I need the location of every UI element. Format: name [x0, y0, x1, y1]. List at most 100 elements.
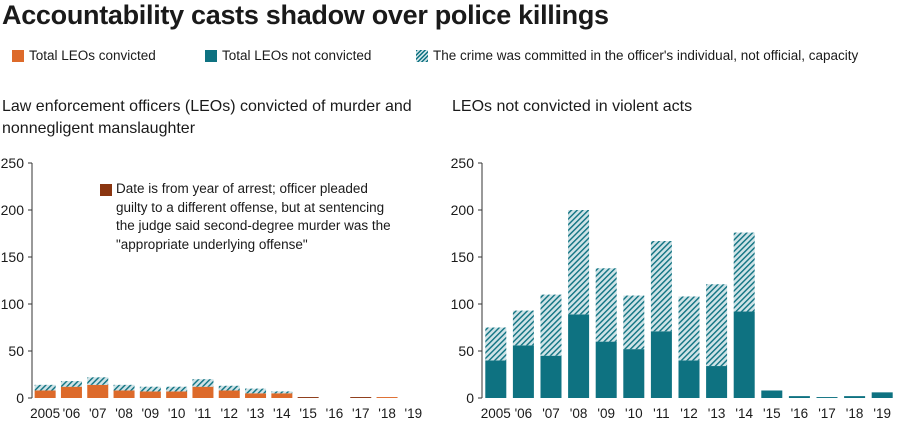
legend-item-convicted: Total LEOs convicted — [12, 48, 156, 63]
right-chart: 0 50 100 150 200 250 2005 '06 '07 '08 '09 '10 '11 '12… — [451, 155, 893, 421]
left-bar-4-series-1 — [139, 386, 161, 392]
legend-label-not-convicted: Total LEOs not convicted — [222, 48, 372, 63]
right-bar-8-series-1 — [706, 284, 728, 367]
left-bar-3-series-0 — [113, 390, 135, 398]
left-chart: 0 50 100 150 200 250 2005'06 '07 '08 '09 '10 '11 '12… — [1, 155, 423, 421]
right-bar-13-series-0 — [844, 396, 866, 398]
left-x-tick-label-5: '10 — [168, 406, 186, 421]
right-bar-3-series-0 — [568, 314, 590, 398]
left-bar-5-series-1 — [166, 386, 188, 392]
right-bar-7-series-1 — [678, 296, 700, 361]
left-bar-4-series-0 — [139, 391, 161, 398]
left-x-tick-label-12: '17 — [352, 406, 370, 421]
right-x-tick-label-3: '08 — [570, 406, 588, 421]
left-y-tick-label-200: 200 — [1, 202, 25, 218]
right-bar-1-series-0 — [512, 345, 534, 398]
right-chart-subtitle-line-1: LEOs not convicted in violent acts — [452, 98, 693, 115]
right-bar-7-series-0 — [678, 360, 700, 398]
left-x-tick-label-3: '08 — [115, 406, 133, 421]
left-x-tick-label-8: '13 — [247, 406, 265, 421]
left-bar-2-series-0 — [87, 384, 109, 398]
left-bar-5-series-0 — [166, 391, 188, 398]
right-bar-1-series-1 — [512, 310, 534, 346]
left-x-tick-label-13: '18 — [378, 406, 396, 421]
left-x-tick-label-4: '09 — [142, 406, 160, 421]
right-bar-2-series-0 — [540, 355, 562, 398]
right-x-tick-label-2: '07 — [542, 406, 560, 421]
right-bar-14-series-0 — [871, 392, 893, 398]
left-x-tick-label-6: '11 — [195, 406, 212, 421]
legend-item-individual: The crime was committed in the officer's… — [416, 48, 858, 63]
left-y-tick-label-0: 0 — [16, 390, 24, 406]
left-bar-3-series-1 — [113, 384, 135, 391]
left-bar-1-series-1 — [60, 381, 82, 387]
right-y-tick-label-0: 0 — [466, 390, 474, 406]
right-x-tick-label-6: '11 — [653, 406, 670, 421]
left-chart-subtitle: Law enforcement officers (LEOs) convicte… — [2, 96, 412, 140]
right-bar-8-series-0 — [706, 366, 728, 398]
left-bar-0-series-0 — [34, 390, 56, 398]
left-bar-10-series-2 — [297, 397, 319, 398]
right-x-tick-label-10: '15 — [763, 406, 781, 421]
left-y-tick-label-50: 50 — [8, 343, 24, 359]
right-bar-10-series-0 — [761, 390, 783, 398]
left-x-tick-label-0: 2005 — [30, 406, 60, 421]
left-bar-6-series-1 — [192, 379, 214, 387]
right-bar-6-series-0 — [650, 331, 672, 398]
right-bar-6-series-1 — [650, 241, 672, 332]
right-x-tick-label-5: '10 — [625, 406, 643, 421]
left-bar-2-series-1 — [87, 377, 109, 385]
legend-label-convicted: Total LEOs convicted — [29, 48, 156, 63]
right-bar-11-series-0 — [788, 396, 810, 398]
right-x-tick-label-13: '18 — [846, 406, 864, 421]
right-x-tick-label-14: '19 — [873, 406, 891, 421]
right-x-tick-label-8: '13 — [708, 406, 726, 421]
right-x-tick-label-1: '06 — [515, 406, 533, 421]
left-x-tick-label-14: '19 — [405, 406, 423, 421]
right-bar-0-series-0 — [485, 360, 507, 398]
right-bar-5-series-0 — [623, 349, 645, 398]
left-bar-0-series-1 — [34, 384, 56, 391]
left-bar-12-series-2 — [350, 397, 372, 398]
left-bar-8-series-0 — [245, 393, 267, 398]
legend-swatch-not-convicted — [205, 49, 217, 62]
left-x-tick-label-9: '14 — [273, 406, 291, 421]
left-bar-9-series-0 — [271, 393, 293, 398]
legend-swatch-convicted — [12, 49, 24, 62]
left-bar-7-series-0 — [218, 390, 240, 398]
chart-title: Accountability casts shadow over police … — [2, 0, 609, 30]
legend-label-individual: The crime was committed in the officer's… — [433, 48, 859, 63]
left-x-tick-label-10: '15 — [299, 406, 317, 421]
left-bar-8-series-1 — [245, 388, 267, 394]
right-bar-9-series-1 — [733, 232, 755, 312]
right-chart-subtitle: LEOs not convicted in violent acts — [452, 96, 692, 118]
left-bar-9-series-1 — [271, 391, 293, 394]
right-y-tick-label-50: 50 — [458, 343, 474, 359]
left-bar-1-series-0 — [60, 386, 82, 398]
annotation-text: Date is from year of arrest; officer ple… — [116, 181, 391, 252]
right-bar-0-series-1 — [485, 327, 507, 361]
left-bar-13-series-0 — [376, 397, 398, 398]
right-x-tick-label-4: '09 — [597, 406, 615, 421]
chart-annotation: Date is from year of arrest; officer ple… — [100, 180, 400, 254]
right-x-tick-label-12: '17 — [818, 406, 836, 421]
right-y-tick-label-100: 100 — [451, 296, 475, 312]
left-y-tick-label-250: 250 — [1, 155, 25, 171]
right-bar-4-series-0 — [595, 341, 617, 398]
right-x-tick-label-9: '14 — [735, 406, 753, 421]
legend-swatch-individual — [416, 49, 428, 62]
left-x-tick-label-7: '12 — [220, 406, 238, 421]
right-bar-9-series-0 — [733, 311, 755, 398]
left-y-tick-label-100: 100 — [1, 296, 25, 312]
left-x-tick-label-2: '07 — [89, 406, 107, 421]
left-x-tick-label-1: '06 — [63, 406, 81, 421]
right-y-tick-label-250: 250 — [451, 155, 475, 171]
right-x-tick-label-0: 2005 — [481, 406, 511, 421]
left-bar-7-series-1 — [218, 385, 240, 391]
left-x-tick-label-11: '16 — [326, 406, 344, 421]
legend-item-not-convicted: Total LEOs not convicted — [205, 48, 371, 63]
left-chart-subtitle-line-2: nonnegligent manslaughter — [2, 120, 196, 137]
left-y-tick-label-150: 150 — [1, 249, 25, 265]
right-x-tick-label-7: '12 — [680, 406, 698, 421]
